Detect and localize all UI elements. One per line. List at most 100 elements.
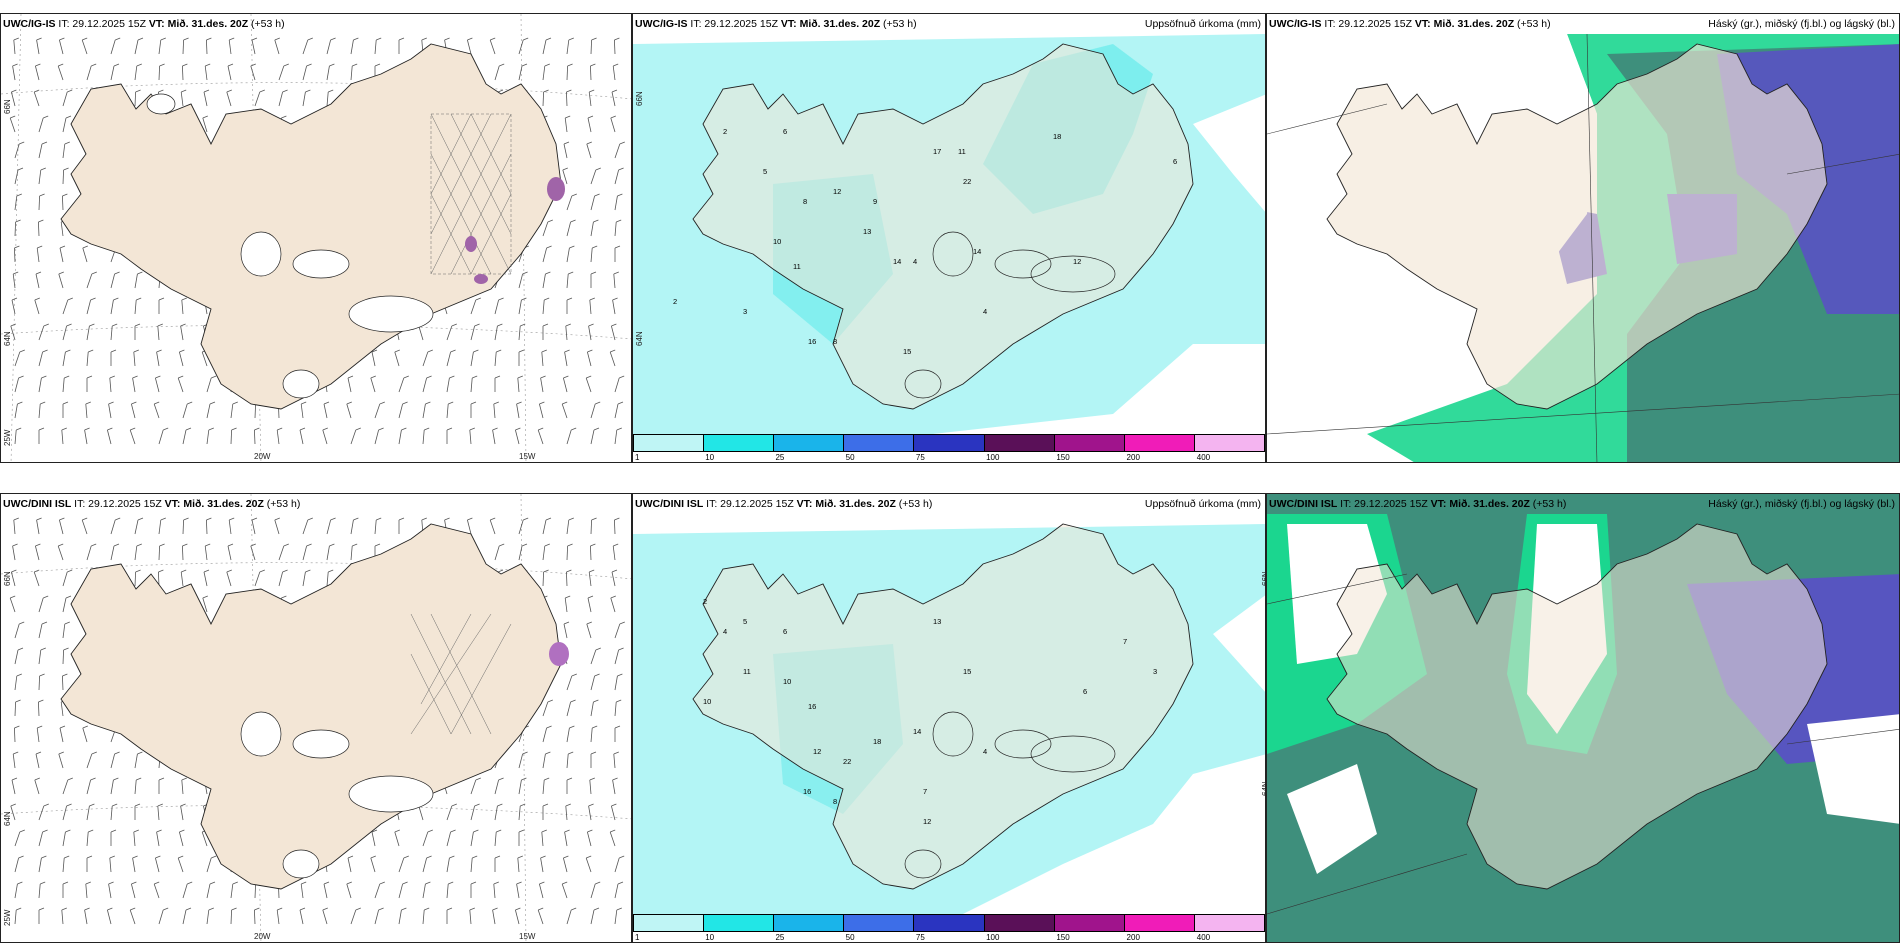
lon-label: 15W: [519, 452, 536, 461]
wind-barb-flag: [347, 375, 354, 379]
init-time: IT: 29.12.2025 15Z: [74, 498, 162, 510]
wind-barb-flag: [39, 193, 45, 197]
wind-barb: [493, 403, 496, 419]
lat-label: 25W: [3, 429, 12, 446]
wind-barb-flag: [112, 803, 118, 807]
wind-barb-flag: [617, 401, 624, 405]
wind-barb: [302, 545, 307, 561]
wind-barb: [33, 571, 40, 587]
wind-barb: [610, 597, 616, 613]
wind-barb: [38, 117, 44, 133]
wind-barb: [206, 857, 212, 873]
wind-barb-flag: [538, 907, 544, 911]
wind-barb: [134, 753, 138, 769]
wind-barb-flag: [137, 751, 143, 755]
wind-barb: [566, 675, 573, 691]
wind-barb: [350, 39, 354, 55]
wind-barb-flag: [564, 829, 570, 833]
wind-barb-flag: [158, 777, 165, 781]
wind-barb: [86, 545, 92, 561]
wind-barb-flag: [157, 803, 163, 807]
wind-barb: [34, 299, 40, 315]
wind-barb: [614, 909, 618, 925]
wind-barb: [177, 377, 184, 393]
wind-barb-flag: [178, 855, 184, 859]
wind-barb: [614, 623, 621, 639]
wind-barb-flag: [277, 907, 283, 911]
wind-barb-flag: [19, 349, 25, 353]
wind-barb: [86, 273, 93, 289]
wind-barb-flag: [589, 569, 595, 573]
wind-barb: [62, 325, 67, 341]
wind-barb: [566, 221, 571, 237]
wind-barb: [206, 403, 211, 419]
precip-value: 14: [893, 257, 901, 266]
wind-barb-flag: [425, 881, 431, 885]
wind-barb: [350, 519, 354, 535]
wind-barb-flag: [39, 673, 45, 677]
wind-barb: [107, 909, 112, 925]
wind-barb-flag: [40, 647, 46, 651]
wind-barb: [564, 117, 568, 133]
wind-barb-flag: [206, 37, 212, 41]
wind-barb: [59, 519, 64, 535]
wind-barb: [14, 351, 21, 367]
wind-barb-flag: [330, 517, 336, 521]
wind-barb: [590, 909, 595, 925]
wind-barb: [36, 519, 40, 535]
wind-barb: [132, 377, 136, 393]
wind-barb-flag: [132, 375, 138, 379]
wind-barb-flag: [545, 517, 552, 521]
wind-barb-flag: [88, 829, 94, 833]
colorbar-label: 25: [775, 453, 785, 462]
wind-barb-flag: [34, 569, 40, 573]
wind-barb: [33, 91, 40, 107]
wind-barb-flag: [593, 427, 600, 431]
wind-barb-flag: [43, 803, 49, 807]
lead-time: (+53 h): [883, 18, 917, 30]
precip-value: 2: [673, 297, 677, 306]
valid-label: VT:: [796, 498, 813, 510]
wind-barb: [398, 429, 402, 445]
wind-barb-flag: [63, 647, 69, 651]
wind-barb-flag: [544, 777, 550, 781]
wind-barb-flag: [613, 751, 619, 755]
wind-barb: [278, 91, 283, 107]
wind-barb: [494, 545, 500, 561]
wind-barb: [494, 831, 497, 847]
wind-barb: [394, 831, 400, 847]
wind-barb: [180, 805, 184, 821]
wind-barb-flag: [329, 543, 335, 547]
wind-barb-flag: [41, 141, 48, 145]
wind-barb-flag: [254, 427, 260, 431]
wind-barb: [182, 545, 184, 561]
wind-barb-flag: [569, 245, 575, 249]
wind-barb-flag: [163, 907, 169, 911]
wind-barb: [38, 623, 43, 639]
wind-barb: [155, 857, 160, 873]
wind-barb-flag: [586, 141, 592, 145]
wind-barb-flag: [67, 89, 73, 93]
wind-barb-flag: [11, 89, 17, 93]
wind-barb-flag: [539, 401, 545, 405]
wind-barb: [299, 909, 304, 925]
wind-barb-flag: [10, 595, 16, 599]
colorbar-segment: [914, 435, 985, 451]
precip-value: 6: [1173, 157, 1177, 166]
wind-barb-flag: [108, 401, 114, 405]
wind-barb-flag: [490, 37, 496, 41]
wind-barb-flag: [515, 427, 521, 431]
wind-barb-flag: [547, 699, 553, 703]
wind-barb: [537, 429, 544, 445]
valid-time: Mið. 31.des. 20Z: [167, 18, 249, 30]
wind-barb: [398, 377, 405, 393]
wind-barb-flag: [426, 855, 432, 859]
wind-barb: [566, 909, 572, 925]
valid-label: VT:: [148, 18, 165, 30]
wind-barb: [134, 519, 139, 535]
wind-barb-flag: [590, 543, 596, 547]
wind-barb: [206, 377, 212, 393]
wind-barb-flag: [158, 297, 165, 301]
wind-barb: [62, 351, 66, 367]
wind-barb: [614, 195, 618, 211]
